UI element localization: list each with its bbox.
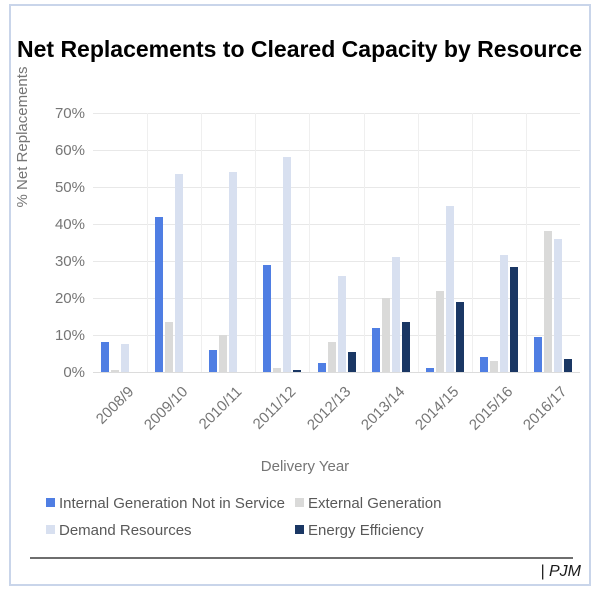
y-axis-tick-label: 50%: [54, 179, 85, 196]
gridline-horizontal: [93, 298, 580, 299]
bar-external-generation: [165, 322, 174, 372]
bar-external-generation: [489, 360, 498, 372]
gridline-vertical: [147, 113, 149, 372]
bar-external-generation: [381, 298, 390, 372]
bar-external-generation: [219, 335, 228, 372]
bar-demand-resources: [499, 255, 508, 372]
bar-internal-generation-not-in-service: [101, 342, 110, 372]
bar-internal-generation-not-in-service: [209, 349, 218, 372]
legend-label: Energy Efficiency: [308, 522, 424, 540]
footer-divider: [30, 557, 573, 559]
page-title: Net Replacements to Cleared Capacity by …: [17, 36, 582, 62]
frame-border: [9, 4, 591, 586]
gridline-vertical: [525, 113, 527, 372]
gridline-horizontal: [93, 113, 580, 114]
gridline-horizontal: [93, 224, 580, 225]
gridline-vertical: [255, 113, 257, 372]
bar-demand-resources: [121, 344, 130, 372]
y-axis-tick-label: 30%: [54, 253, 85, 270]
legend-marker-external-generation-icon: [295, 498, 304, 508]
gridline-horizontal: [93, 150, 580, 151]
bar-external-generation: [543, 231, 552, 372]
bar-energy-efficiency: [293, 370, 302, 372]
gridline-horizontal: [93, 335, 580, 336]
bar-demand-resources: [337, 275, 346, 372]
bar-external-generation: [273, 368, 282, 372]
legend-marker-internal-generation-icon: [46, 498, 55, 508]
bar-external-generation: [435, 290, 444, 372]
bar-energy-efficiency: [563, 359, 572, 372]
legend-label: Demand Resources: [59, 522, 192, 540]
bar-demand-resources: [391, 257, 400, 372]
gridline-horizontal: [93, 187, 580, 188]
bar-external-generation: [327, 342, 336, 372]
gridline-vertical: [309, 113, 311, 372]
bar-internal-generation-not-in-service: [317, 362, 326, 372]
bar-energy-efficiency: [347, 351, 356, 372]
gridline-vertical: [363, 113, 365, 372]
bar-internal-generation-not-in-service: [371, 327, 380, 372]
y-axis-tick-label: 10%: [54, 327, 85, 344]
gridline-vertical: [201, 113, 203, 372]
legend-label: External Generation: [308, 495, 442, 513]
gridline-horizontal: [93, 261, 580, 262]
y-axis-tick-label: 70%: [54, 105, 85, 122]
y-axis-tick-label: 60%: [54, 142, 85, 159]
gridline-horizontal: [93, 372, 580, 373]
pjm-brand-label: | PJM: [540, 563, 581, 580]
bar-demand-resources: [283, 157, 292, 372]
bar-internal-generation-not-in-service: [479, 357, 488, 372]
bar-internal-generation-not-in-service: [155, 216, 164, 372]
legend-label: Internal Generation Not in Service: [59, 495, 285, 513]
bar-internal-generation-not-in-service: [263, 264, 272, 372]
bar-demand-resources: [229, 172, 238, 372]
bar-demand-resources: [445, 205, 454, 372]
legend-item-external-generation: External Generation: [295, 495, 441, 513]
bar-demand-resources: [175, 174, 184, 372]
gridline-vertical: [471, 113, 473, 372]
legend-item-internal-generation: Internal Generation Not in Service: [46, 495, 285, 513]
bar-energy-efficiency: [509, 266, 518, 372]
gridline-vertical: [417, 113, 419, 372]
bar-internal-generation-not-in-service: [533, 336, 542, 372]
x-axis-title: Delivery Year: [260, 458, 350, 475]
y-axis-tick-label: 0%: [63, 364, 85, 381]
legend-marker-energy-efficiency-icon: [295, 525, 304, 535]
bar-energy-efficiency: [455, 301, 464, 372]
legend-item-demand-resources: Demand Resources: [46, 522, 192, 540]
legend-item-energy-efficiency: Energy Efficiency: [295, 522, 424, 540]
bar-demand-resources: [553, 238, 562, 372]
y-axis-tick-label: 20%: [54, 290, 85, 307]
bar-energy-efficiency: [401, 322, 410, 372]
y-axis-tick-label: 40%: [54, 216, 85, 233]
bar-external-generation: [111, 370, 120, 372]
legend-marker-demand-resources-icon: [46, 525, 55, 535]
bar-internal-generation-not-in-service: [425, 368, 434, 372]
